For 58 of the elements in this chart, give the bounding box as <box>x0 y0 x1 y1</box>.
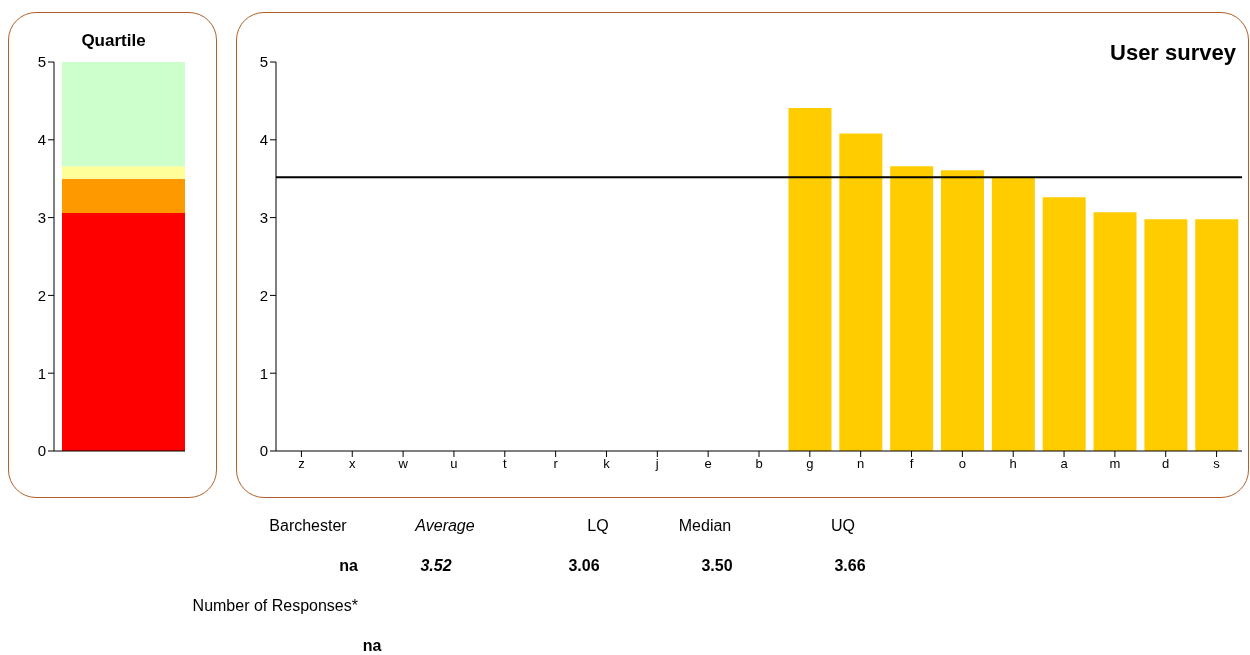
x-tick-label: k <box>603 456 611 472</box>
y-tick-label: 0 <box>37 442 46 460</box>
text: Average <box>415 517 475 535</box>
x-tick-label: w <box>397 456 409 472</box>
bar <box>839 133 883 451</box>
text: na <box>339 557 358 575</box>
x-tick-label: e <box>704 456 712 472</box>
bar <box>62 62 185 167</box>
y-tick-label: 3 <box>259 208 268 226</box>
x-tick-label: j <box>654 456 659 472</box>
text: 3.66 <box>834 557 866 575</box>
bar <box>1195 219 1239 451</box>
bar <box>991 177 1035 451</box>
x-tick-label: d <box>1162 456 1170 472</box>
x-tick-label: r <box>553 456 559 472</box>
x-tick-label: g <box>806 456 814 472</box>
text: na <box>362 637 382 655</box>
y-tick-label: 1 <box>37 364 46 382</box>
x-tick-label: o <box>958 456 966 472</box>
bar <box>1093 212 1137 451</box>
bar <box>890 166 934 451</box>
bar <box>788 107 832 451</box>
y-tick-label: 4 <box>259 131 268 149</box>
y-tick-label: 0 <box>259 442 268 460</box>
text: UQ <box>831 517 855 535</box>
bar <box>1042 197 1086 451</box>
x-tick-label: m <box>1109 456 1121 472</box>
bar <box>1144 219 1188 451</box>
text: Number of Responses* <box>192 597 358 615</box>
x-tick-label: x <box>349 456 357 472</box>
text: 3.52 <box>420 557 452 575</box>
x-tick-label: a <box>1060 456 1069 472</box>
bar <box>62 166 185 179</box>
y-tick-label: 2 <box>259 286 268 304</box>
bar <box>941 170 985 451</box>
x-tick-label: z <box>298 456 305 472</box>
x-tick-label: b <box>755 456 763 472</box>
y-tick-label: 2 <box>37 286 46 304</box>
x-tick-label: h <box>1009 456 1017 472</box>
x-tick-label: n <box>857 456 865 472</box>
text: LQ <box>587 517 609 535</box>
chart-title: Quartile <box>80 31 147 51</box>
y-tick-label: 3 <box>37 208 46 226</box>
y-tick-label: 4 <box>37 131 46 149</box>
bar <box>62 212 185 451</box>
text: 3.06 <box>568 557 600 575</box>
y-tick-label: 5 <box>259 53 268 71</box>
y-tick-label: 5 <box>37 53 46 71</box>
x-tick-label: t <box>502 456 507 472</box>
chart-title: User survey <box>1110 40 1236 66</box>
text: Barchester <box>269 517 347 535</box>
text: Median <box>678 517 732 535</box>
y-tick-label: 1 <box>259 364 268 382</box>
x-tick-label: u <box>450 456 458 472</box>
bar <box>62 178 185 213</box>
text: 3.50 <box>701 557 733 575</box>
x-tick-label: s <box>1213 456 1221 472</box>
x-tick-label: f <box>909 456 914 472</box>
